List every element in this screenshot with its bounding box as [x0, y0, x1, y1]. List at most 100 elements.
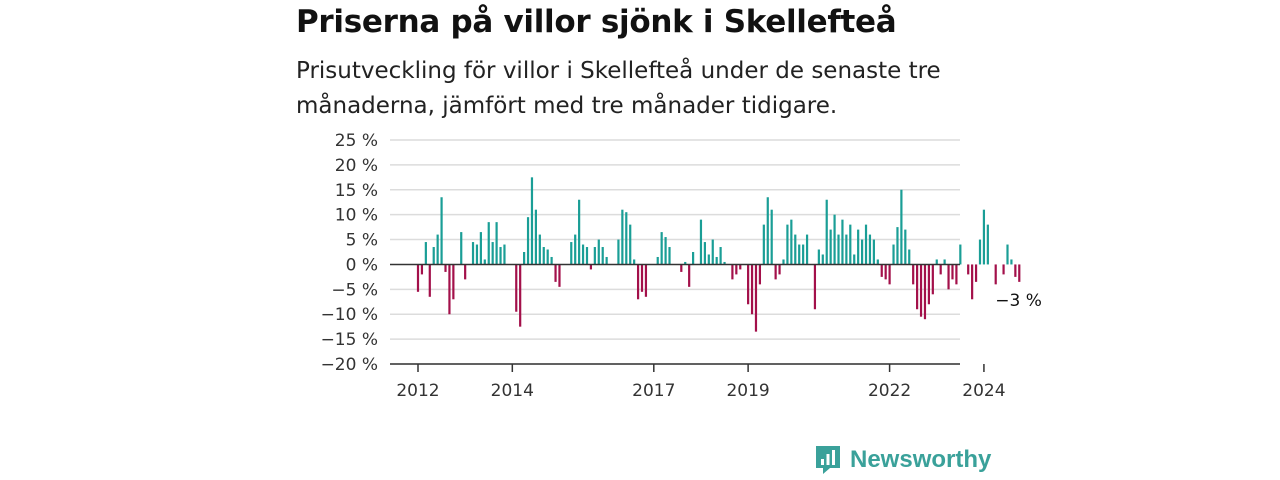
- bar: [872, 239, 875, 265]
- bar: [1006, 244, 1009, 265]
- bar: [794, 234, 797, 265]
- bar: [684, 261, 687, 265]
- bar: [782, 259, 785, 265]
- bar: [747, 264, 750, 305]
- bar: [711, 239, 714, 265]
- bar: [688, 264, 691, 287]
- y-tick-label: 5 %: [346, 231, 378, 251]
- bar: [574, 234, 577, 265]
- bar: [967, 264, 970, 275]
- bar: [923, 264, 927, 320]
- bar: [813, 264, 817, 310]
- bar: [1018, 264, 1021, 282]
- bar: [483, 259, 486, 265]
- bar: [912, 264, 915, 285]
- bars: [416, 177, 1021, 332]
- bar: [849, 224, 852, 265]
- bar: [703, 242, 706, 265]
- bar: [526, 217, 530, 265]
- bar: [943, 259, 946, 265]
- bar: [636, 264, 640, 300]
- bar: [951, 264, 954, 280]
- x-tick-label: 2024: [962, 381, 1005, 401]
- bar: [597, 239, 600, 265]
- y-tick-label: −10 %: [321, 305, 378, 325]
- bar: [519, 264, 522, 327]
- y-tick-label: 20 %: [335, 156, 378, 176]
- bar: [892, 244, 895, 265]
- bar: [680, 264, 683, 272]
- bar: [719, 247, 722, 265]
- bar: [750, 264, 754, 315]
- bar: [955, 264, 958, 285]
- bar: [876, 259, 879, 265]
- bar: [821, 254, 824, 265]
- x-tick-label: 2012: [396, 381, 439, 401]
- bar: [841, 219, 844, 265]
- bar: [825, 199, 828, 265]
- bar: [601, 247, 604, 265]
- bar: [475, 244, 479, 265]
- bar: [829, 229, 832, 265]
- bar: [805, 234, 809, 265]
- bar: [868, 234, 872, 265]
- bar: [444, 264, 447, 272]
- bar: [982, 209, 986, 265]
- bar: [416, 264, 420, 292]
- bar: [495, 222, 498, 265]
- chart-title: Priserna på villor sjönk i Skellefteå: [296, 4, 897, 40]
- bar: [578, 199, 581, 265]
- bar: [880, 264, 883, 277]
- bar: [424, 242, 427, 265]
- bar: [644, 264, 648, 297]
- bar: [621, 209, 624, 265]
- bar: [1014, 264, 1017, 277]
- bar: [617, 239, 620, 265]
- bar: [845, 234, 848, 265]
- bar: [491, 242, 494, 265]
- bar: [774, 264, 777, 280]
- bar-chart-logo-icon: [816, 446, 840, 474]
- bar: [817, 249, 820, 265]
- bar: [633, 259, 636, 265]
- bar: [515, 264, 518, 312]
- bar: [471, 242, 475, 265]
- bar: [896, 227, 899, 265]
- bar: [420, 264, 424, 275]
- bar: [534, 209, 537, 265]
- y-axis: 25 % 20 % 15 % 10 % 5 % 0 % −5 % −10 % −15 % −20 …: [321, 131, 378, 375]
- bar: [986, 224, 989, 265]
- bar: [939, 264, 942, 275]
- bar: [959, 244, 962, 265]
- bar: [664, 237, 667, 265]
- bar: [707, 254, 710, 265]
- bar: [1010, 259, 1013, 265]
- bar: [428, 264, 431, 297]
- bar: [833, 214, 836, 265]
- bar: [554, 264, 557, 282]
- y-tick-label: −15 %: [321, 330, 378, 350]
- bar: [570, 242, 573, 265]
- bar: [656, 256, 659, 265]
- bar: [786, 224, 789, 265]
- bar: [542, 247, 545, 265]
- bar: [479, 232, 482, 265]
- bar: [460, 232, 463, 265]
- bar-chart: 25 % 20 % 15 % 10 % 5 % 0 % −5 % −10 % −15 % −20 …: [321, 131, 1042, 401]
- bar: [853, 254, 856, 265]
- bar: [585, 247, 589, 265]
- bar: [499, 247, 502, 265]
- bar: [452, 264, 455, 300]
- bar: [762, 224, 765, 265]
- bar: [546, 249, 549, 265]
- bar: [908, 249, 911, 265]
- bar: [971, 264, 974, 300]
- y-tick-label: −20 %: [321, 355, 378, 375]
- bar: [739, 264, 742, 270]
- bar: [857, 229, 860, 265]
- bar: [798, 244, 801, 265]
- bar: [523, 252, 526, 265]
- bar: [699, 219, 703, 265]
- bar: [629, 224, 632, 265]
- bar: [754, 264, 758, 332]
